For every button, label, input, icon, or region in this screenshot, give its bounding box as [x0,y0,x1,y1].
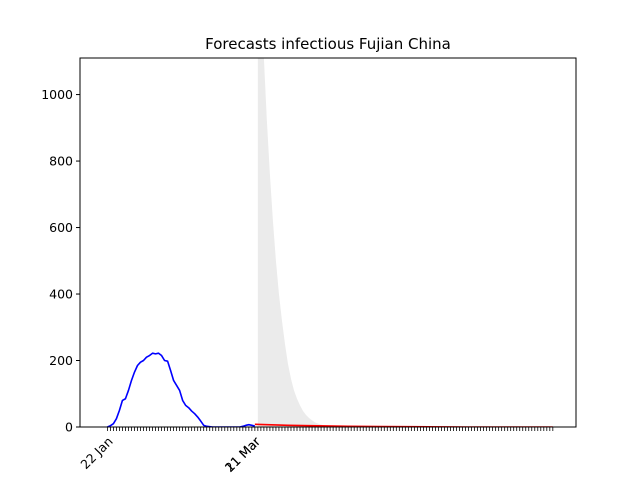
y-tick-label: 0 [65,420,73,435]
y-axis: 0 200 400 600 800 1000 [41,87,80,435]
axes-frame [79,57,577,428]
y-tick-label: 400 [49,287,73,302]
chart-title: Forecasts infectious Fujian China [205,35,451,53]
observed-infectious-line [107,352,256,427]
y-tick-label: 1000 [41,87,73,102]
y-tick-label: 200 [49,353,73,368]
y-tick-label: 800 [49,154,73,169]
forecast-uncertainty-band [257,58,553,427]
y-tick-label: 600 [49,220,73,235]
